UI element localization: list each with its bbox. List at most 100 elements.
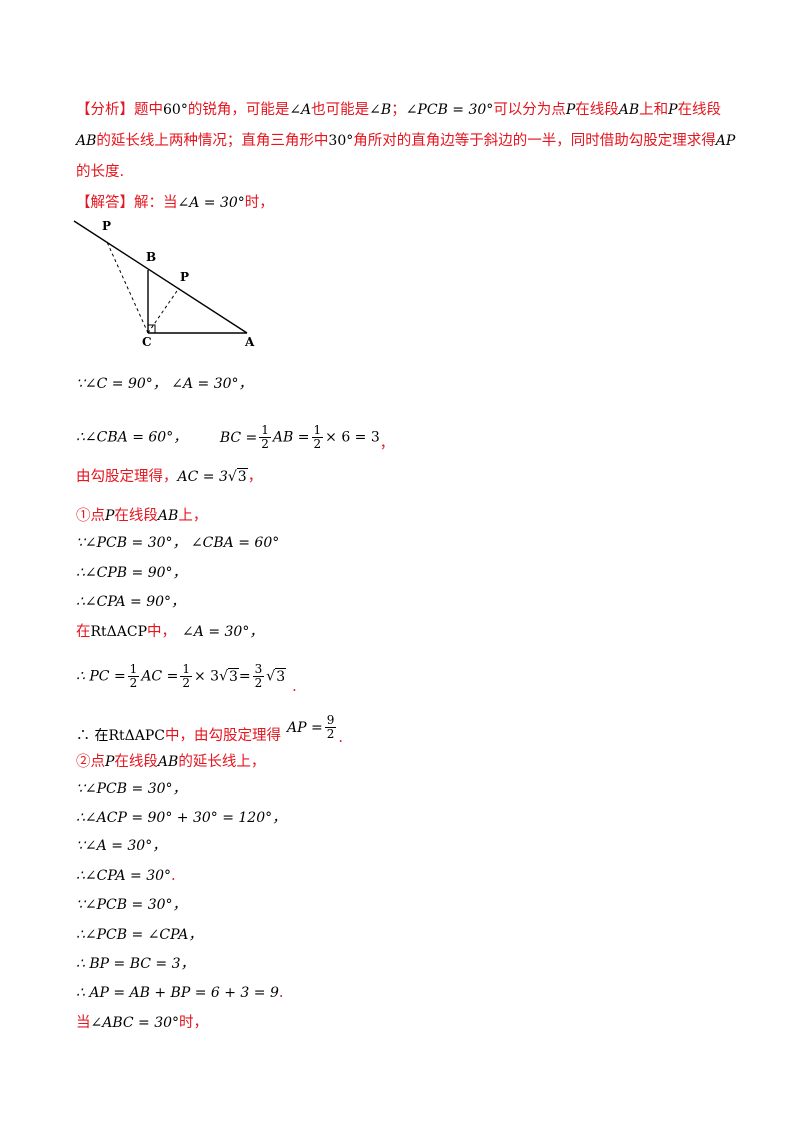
case-text: 在线段 bbox=[114, 754, 158, 770]
case-1-step-2: ∴∠CPB = 90°， bbox=[76, 563, 187, 583]
line-pa bbox=[73, 220, 248, 334]
case-2-step-3: ∵∠A = 30°， bbox=[76, 836, 166, 856]
step-text: 当 bbox=[76, 1015, 91, 1031]
math: 30° bbox=[328, 133, 354, 149]
triangle-figure: P B P C A bbox=[73, 219, 255, 349]
solution-text: 解：当 bbox=[134, 195, 178, 211]
math: ∵∠PCB = 30°， bbox=[76, 781, 187, 797]
analysis-text: 的锐角，可能是 bbox=[187, 102, 290, 118]
label-p2: P bbox=[180, 270, 189, 284]
analysis-text: 的长度. bbox=[76, 164, 125, 180]
case-1-step-3: ∴∠CPA = 90°， bbox=[76, 592, 185, 612]
step-text: 由勾股定理得， bbox=[76, 469, 178, 485]
math: × 3 bbox=[193, 668, 220, 685]
step-text: 中，由勾股定理得 bbox=[164, 727, 281, 744]
denominator: 2 bbox=[313, 437, 322, 451]
case-text: 上， bbox=[178, 508, 208, 524]
analysis-text: 角所对的直角边等于斜边的一半，同时借助勾股定理求得 bbox=[353, 133, 716, 149]
math: ∵∠PCB = 30°， bbox=[76, 897, 187, 913]
analysis-text: 题中 bbox=[134, 102, 163, 118]
math: ∴ AP = AB + BP = 6 + 3 = 9 bbox=[76, 985, 279, 1001]
punct: ， bbox=[247, 469, 263, 485]
case-1-heading: ①点P在线段AB上， bbox=[76, 506, 207, 526]
math: P bbox=[565, 102, 576, 118]
analysis-text: 可以分为点 bbox=[493, 102, 566, 118]
numerator: 1 bbox=[180, 662, 192, 677]
math: AC = 3 bbox=[177, 469, 228, 485]
case-2-step-2: ∴∠ACP = 90° + 30° = 120°， bbox=[76, 808, 286, 828]
math: ∵∠C = 90°， ∠A = 30°， bbox=[76, 376, 253, 392]
step-text: 中， bbox=[147, 624, 177, 640]
analysis-text: 的延长线上两种情况；直角三角形中 bbox=[96, 133, 329, 149]
math: ∴∠PCB = ∠CPA， bbox=[76, 927, 203, 943]
math: ∠A = 30° bbox=[177, 195, 245, 211]
radicand: 3 bbox=[275, 667, 287, 685]
math: ∴∠CPA = 90°， bbox=[76, 594, 186, 610]
case-text: ②点 bbox=[76, 754, 105, 770]
denominator: 2 bbox=[129, 676, 138, 690]
case-2-step-8: ∴ AP = AB + BP = 6 + 3 = 9. bbox=[76, 983, 283, 1003]
label-a: A bbox=[244, 335, 255, 349]
math: RtΔACP bbox=[90, 624, 148, 640]
math: AB bbox=[618, 102, 640, 118]
math: ∠A = 30°， bbox=[182, 624, 264, 640]
math: ∴ BP = BC = 3， bbox=[76, 956, 195, 972]
numerator: 9 bbox=[324, 713, 337, 728]
math: RtΔAPC bbox=[108, 727, 165, 744]
math: P bbox=[105, 508, 115, 524]
dashed-cp1 bbox=[106, 241, 149, 334]
case-2-step-6: ∴∠PCB = ∠CPA， bbox=[76, 925, 202, 945]
math: AB bbox=[76, 133, 97, 149]
math: AC = bbox=[141, 668, 179, 685]
case-2-step-4: ∴∠CPA = 30°. bbox=[76, 866, 176, 886]
solution-text: 时， bbox=[244, 195, 274, 211]
sqrt: √3 bbox=[219, 667, 239, 685]
solution-tag: 【解答】 bbox=[76, 195, 134, 211]
sqrt: √3 bbox=[227, 468, 248, 485]
case-1-step-5: ∴ PC = 1 2 AC = 1 2 × 3√3= 3 2 √3. bbox=[76, 662, 297, 695]
step-given: ∵∠C = 90°， ∠A = 30°， bbox=[76, 374, 253, 394]
right-angle-mark bbox=[148, 324, 156, 333]
math: ∵∠A = 30°， bbox=[76, 838, 167, 854]
label-c: C bbox=[142, 335, 152, 349]
math: P bbox=[668, 102, 678, 118]
math: ∴ PC = bbox=[76, 668, 126, 685]
sqrt: √3 bbox=[266, 667, 287, 685]
analysis-tag: 【分析】 bbox=[76, 102, 134, 118]
case-text: ①点 bbox=[76, 508, 105, 524]
numerator: 1 bbox=[127, 662, 140, 677]
math: P bbox=[105, 754, 115, 770]
math: ∠ABC = 30° bbox=[90, 1015, 180, 1031]
math: ∴∠CBA = 60°， bbox=[76, 429, 188, 446]
case-text: 在线段 bbox=[114, 508, 158, 524]
case-text: 的延长线上， bbox=[178, 754, 266, 770]
radicand: 3 bbox=[236, 468, 248, 485]
math: ∠B bbox=[369, 102, 392, 118]
analysis-text: 在线段 bbox=[677, 102, 722, 118]
math: AP = bbox=[286, 719, 323, 736]
step-ac: 由勾股定理得，AC = 3√3， bbox=[76, 467, 262, 487]
step-text: 时， bbox=[179, 1015, 209, 1031]
math: 60° bbox=[163, 102, 188, 118]
analysis-text: 上和 bbox=[639, 102, 669, 118]
case-2-step-7: ∴ BP = BC = 3， bbox=[76, 954, 195, 974]
math: ∴∠ACP = 90° + 30° = 120°， bbox=[76, 810, 287, 826]
case-1-step-4: 在RtΔACP中， ∠A = 30°， bbox=[76, 622, 263, 642]
numerator: 1 bbox=[311, 423, 324, 438]
punct: . bbox=[292, 678, 297, 695]
math: ∠PCB = 30° bbox=[405, 102, 494, 118]
analysis-text: 也可能是 bbox=[311, 102, 370, 118]
analysis-line-2: AB的延长线上两种情况；直角三角形中30°角所对的直角边等于斜边的一半，同时借助… bbox=[76, 131, 735, 151]
case-2-step-5: ∵∠PCB = 30°， bbox=[76, 895, 187, 915]
analysis-line-3: 的长度. bbox=[76, 162, 124, 182]
math: = bbox=[238, 668, 251, 685]
math: ∴ 在 bbox=[76, 727, 109, 744]
numerator: 1 bbox=[259, 423, 271, 438]
case-1-step-1: ∵∠PCB = 30°， ∠CBA = 60° bbox=[76, 533, 279, 553]
solution-intro: 【解答】解：当∠A = 30°时， bbox=[76, 193, 274, 213]
